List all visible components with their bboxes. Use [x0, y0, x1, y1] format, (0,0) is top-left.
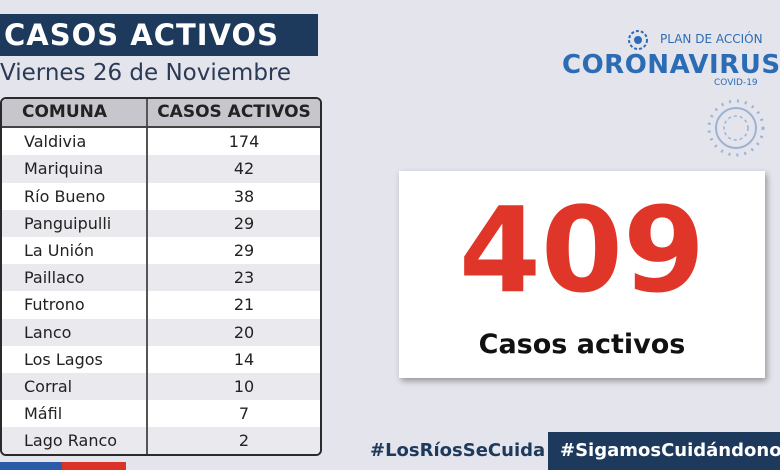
table-row: Corral 10 [2, 372, 320, 401]
table-row: Máfil 7 [2, 400, 320, 428]
case-count: 29 [233, 240, 255, 260]
commune: Panguipulli [2, 209, 148, 237]
logo-plan: PLAN DE ACCIÓN [660, 32, 763, 46]
case-count: 42 [233, 159, 255, 179]
commune: Futrono [2, 291, 148, 319]
table-row: Lago Ranco 2 [2, 427, 320, 455]
total-box: 409 Casos activos [399, 171, 765, 378]
table-row: Lanco 20 [2, 318, 320, 346]
table-row: Futrono 21 [2, 291, 320, 319]
commune: Mariquina [2, 155, 148, 183]
column-header: COMUNA [2, 99, 148, 127]
column-header: CASOS ACTIVOS [157, 102, 311, 122]
header-row: COMUNA CASOS ACTIVOS [2, 99, 320, 129]
case-count: 21 [233, 295, 255, 315]
stripe [62, 462, 126, 470]
date: Viernes 26 de Noviembre [0, 60, 292, 86]
case-count: 38 [233, 186, 255, 206]
case-count: 174 [228, 132, 260, 152]
logo-icon [628, 30, 648, 50]
case-count: 7 [238, 404, 250, 424]
table-row: Panguipulli 29 [2, 209, 320, 237]
commune: Corral [2, 372, 148, 401]
commune: Lago Ranco [2, 427, 148, 455]
case-count: 2 [238, 431, 250, 451]
table-row: Los Lagos 14 [2, 345, 320, 373]
table-row: Valdivia 174 [2, 128, 320, 156]
case-count: 29 [233, 213, 255, 233]
logo-name: CORONAVIRUS [562, 50, 780, 80]
case-count: 14 [233, 349, 255, 369]
hashtag: #LosRíosSeCuida [370, 440, 546, 461]
case-count: 23 [233, 268, 255, 288]
table-row: La Unión 29 [2, 236, 320, 265]
total-label: Casos activos [478, 329, 686, 360]
commune: Río Bueno [2, 182, 148, 210]
commune: Paillaco [2, 264, 148, 292]
stripe [0, 462, 62, 470]
commune: Lanco [2, 318, 148, 346]
hashtag: #SigamosCuidándonos [548, 432, 780, 470]
table-row: Río Bueno 38 [2, 182, 320, 210]
case-count: 20 [233, 322, 255, 342]
commune: Valdivia [2, 128, 148, 156]
virus-icon [707, 99, 765, 157]
commune: Máfil [2, 400, 148, 428]
table-row: Mariquina 42 [2, 155, 320, 183]
cases-table: COMUNA CASOS ACTIVOS Valdivia 174 Mariquina 4… [0, 97, 322, 457]
title: CASOS ACTIVOS [0, 14, 318, 56]
commune: La Unión [2, 236, 148, 265]
case-count: 10 [233, 376, 255, 396]
logo-sub: COVID-19 [714, 78, 758, 88]
table-row: Paillaco 23 [2, 264, 320, 292]
commune: Los Lagos [2, 345, 148, 373]
total-value: 409 [458, 181, 706, 319]
